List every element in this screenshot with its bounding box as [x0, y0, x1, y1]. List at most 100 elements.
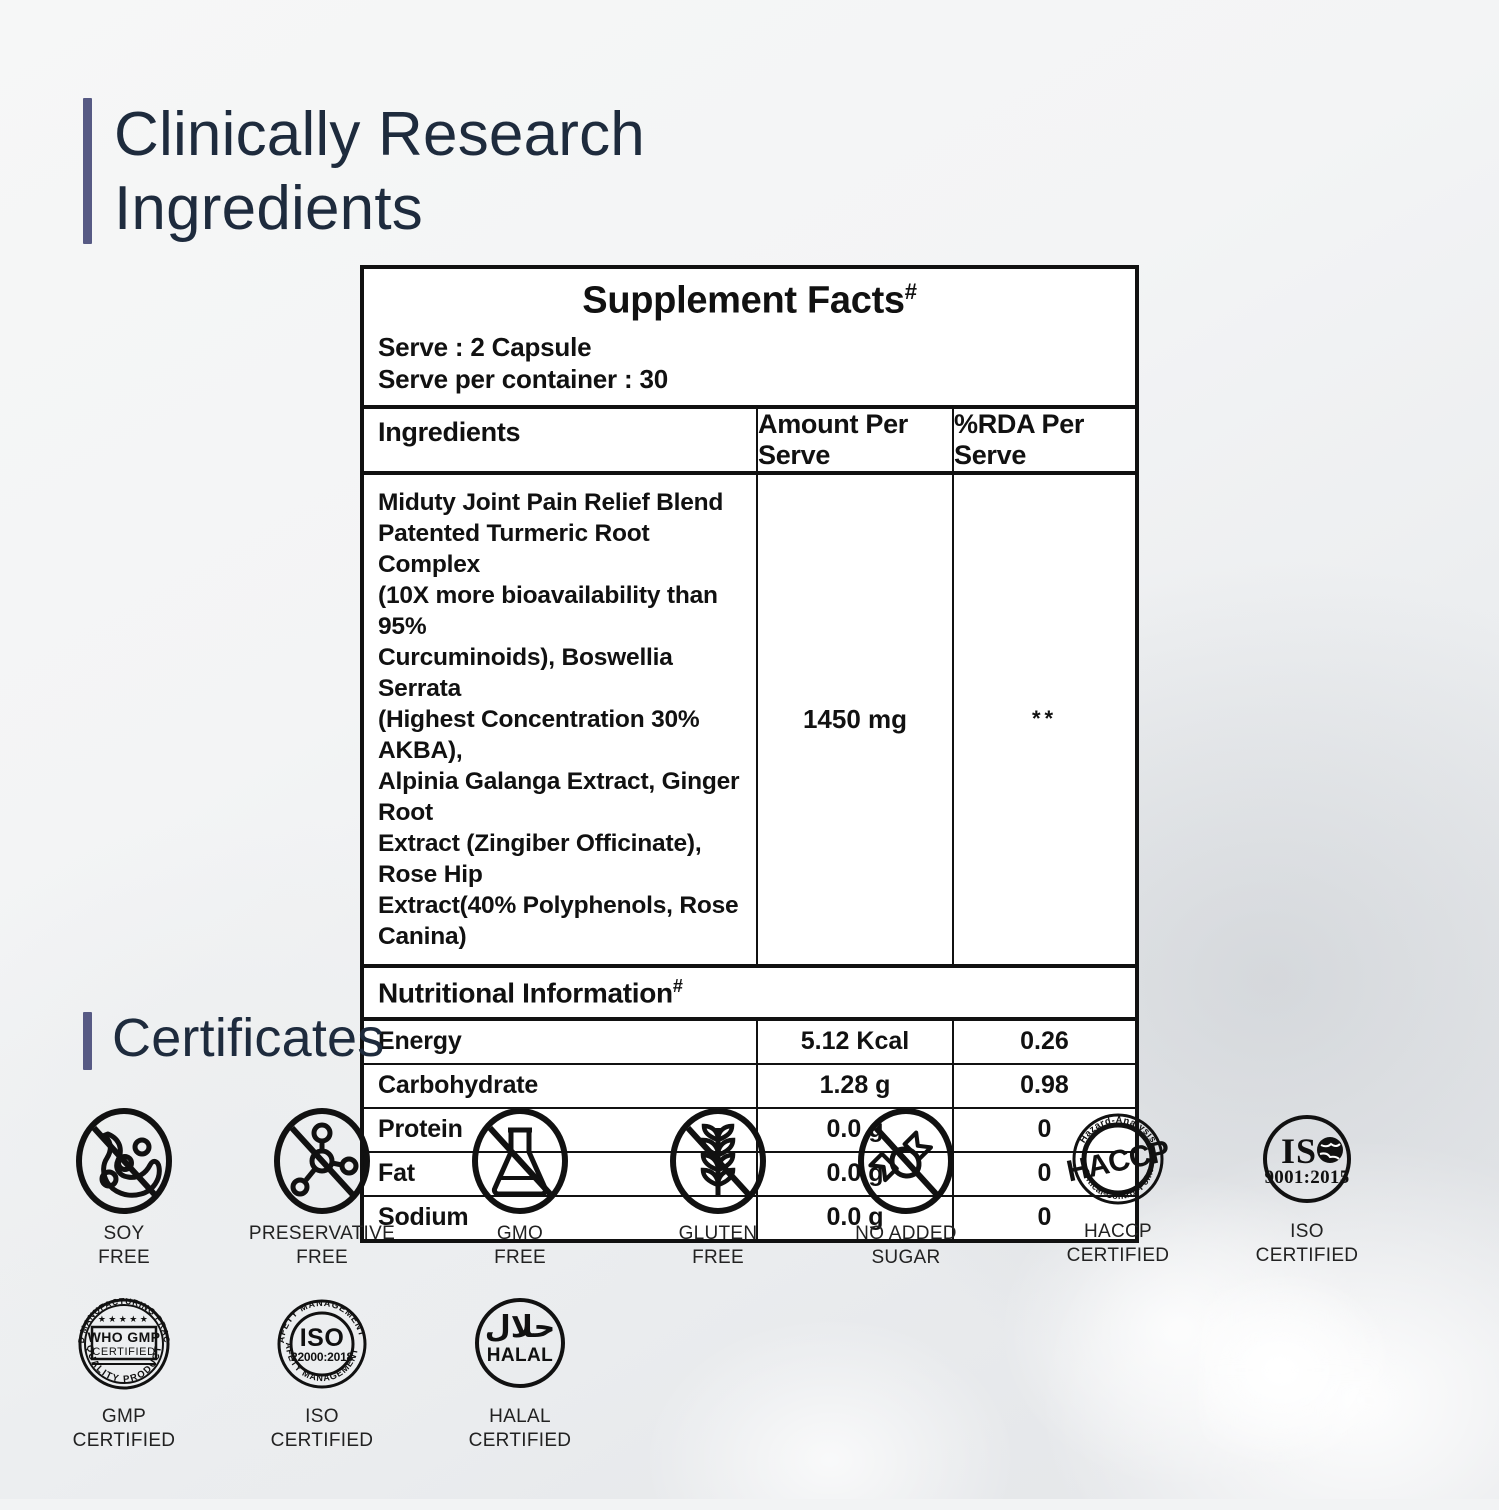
- divider-above-column-headers: [364, 404, 1135, 409]
- svg-text:CERTIFIED: CERTIFIED: [92, 1346, 155, 1358]
- certificate-iso-22000: FOOD SAFETY MANAGEMENT SYSTEM FOOD SAFET…: [237, 1289, 407, 1453]
- certificates-title-text: Certificates: [112, 1008, 385, 1068]
- serve-size: Serve : 2 Capsule: [378, 331, 592, 362]
- title-footnote-marker: #: [904, 279, 917, 304]
- certificate-caption: HALAL CERTIFIED: [468, 1406, 572, 1451]
- blend-ingredient-cell: Miduty Joint Pain Relief Blend Patented …: [364, 475, 756, 964]
- blend-rda-cell: **: [952, 474, 1135, 964]
- nutrient-rda: 0.98: [952, 1064, 1135, 1107]
- svg-text:ISO: ISO: [300, 1324, 345, 1352]
- halal-seal-icon: حلال HALAL: [435, 1289, 605, 1397]
- title-line-1: Clinically Research: [114, 100, 645, 169]
- table-row: Carbohydrate 1.28 g 0.98: [364, 1064, 1135, 1107]
- nutrient-rda: 0: [952, 1152, 1135, 1195]
- column-header-ingredients: Ingredients: [378, 417, 521, 448]
- blend-line: (10X more bioavailability than 95%: [378, 581, 718, 640]
- nutrient-name: Energy: [378, 1027, 462, 1056]
- blend-line: Extract (Zingiber Officinate), Rose Hip: [378, 829, 702, 888]
- nutrient-name: Sodium: [378, 1203, 469, 1232]
- haccp-seal-icon: Hazard-Analysis Critical-Control-Point H…: [1033, 1101, 1203, 1216]
- certificate-iso-9001: IS 9001:2015 ISO CERTIFIED: [1222, 1101, 1392, 1268]
- supplement-facts-title: Supplement Facts#: [364, 269, 1135, 329]
- blend-line: (Highest Concentration 30% AKBA),: [378, 705, 700, 764]
- no-preservative-icon: [237, 1103, 407, 1218]
- certificate-gmp: GOOD MANUFACTURING PRACTICE QUALITY PROD…: [39, 1289, 209, 1453]
- no-soy-icon: [39, 1103, 209, 1218]
- divider-below-nutritional-header: [364, 1016, 1135, 1021]
- blend-amount-value: 1450 mg: [802, 703, 908, 734]
- certificate-gmo-free: GMO FREE: [435, 1103, 605, 1270]
- svg-text:HALAL: HALAL: [487, 1345, 553, 1366]
- blend-line: Patented Turmeric Root Complex: [378, 519, 650, 578]
- certificate-soy-free: SOY FREE: [39, 1103, 209, 1270]
- certificates-accent-bar: [83, 1012, 92, 1070]
- svg-text:★★★★★: ★★★★★: [98, 1314, 150, 1324]
- blend-amount-cell: 1450 mg: [756, 474, 952, 964]
- supplement-facts-title-text: Supplement Facts: [582, 279, 905, 322]
- column-header-amount: Amount Per Serve: [756, 408, 952, 471]
- svg-text:IS: IS: [1281, 1131, 1317, 1171]
- certificate-caption: GMP CERTIFIED: [72, 1406, 176, 1451]
- nutrient-name: Fat: [378, 1159, 415, 1188]
- nutrient-amount: 5.12 Kcal: [756, 1020, 952, 1063]
- no-gluten-icon: [633, 1103, 803, 1218]
- nutrient-amount: 1.28 g: [756, 1064, 952, 1107]
- certificate-preservative-free: PRESERVATIVE FREE: [237, 1103, 407, 1270]
- certificates-title: Certificates: [83, 1009, 384, 1070]
- blend-rda-value: **: [1031, 706, 1058, 732]
- nutrient-name: Protein: [378, 1115, 463, 1144]
- certificate-caption: GMO FREE: [494, 1223, 546, 1268]
- divider-below-column-headers: [364, 470, 1135, 475]
- certificate-caption: PRESERVATIVE FREE: [248, 1223, 396, 1268]
- column-header-rda: %RDA Per Serve: [952, 408, 1135, 471]
- certificate-caption: NO ADDED SUGAR: [855, 1223, 957, 1268]
- title-accent-bar: [83, 98, 92, 244]
- table-row: Fat 0.0 g 0: [364, 1152, 1135, 1195]
- blend-line: Extract(40% Polyphenols, Rose Canina): [378, 891, 739, 950]
- row-divider: [364, 1062, 1135, 1065]
- no-added-sugar-icon: [821, 1103, 991, 1218]
- certificate-caption: ISO CERTIFIED: [270, 1406, 374, 1451]
- blend-row: Miduty Joint Pain Relief Blend Patented …: [364, 474, 1135, 964]
- row-divider: [364, 1150, 1135, 1153]
- svg-text:حلال: حلال: [485, 1310, 555, 1345]
- certificate-caption: SOY FREE: [98, 1223, 150, 1268]
- page-title: Clinically Research Ingredients: [83, 98, 645, 246]
- certificate-gluten-free: GLUTEN FREE: [633, 1103, 803, 1270]
- who-gmp-seal-icon: GOOD MANUFACTURING PRACTICE QUALITY PROD…: [39, 1289, 209, 1397]
- row-divider: [364, 1106, 1135, 1109]
- certificate-no-added-sugar: NO ADDED SUGAR: [821, 1103, 991, 1270]
- blend-line: Miduty Joint Pain Relief Blend: [378, 488, 724, 516]
- certificate-caption: GLUTEN FREE: [678, 1223, 758, 1268]
- nutrient-rda: 0: [952, 1196, 1135, 1239]
- certificate-haccp: Hazard-Analysis Critical-Control-Point H…: [1033, 1101, 1203, 1268]
- blend-line: Curcuminoids), Boswellia Serrata: [378, 643, 673, 702]
- divider-above-nutritional-information: [364, 963, 1135, 968]
- table-row: Energy 5.12 Kcal 0.26: [364, 1020, 1135, 1063]
- certificate-halal: حلال HALAL HALAL CERTIFIED: [435, 1289, 605, 1453]
- table-row: Sodium 0.0 g 0: [364, 1196, 1135, 1239]
- iso-9001-seal-icon: IS 9001:2015: [1222, 1101, 1392, 1216]
- title-line-2: Ingredients: [114, 174, 423, 243]
- certificate-caption: HACCP CERTIFIED: [1066, 1221, 1170, 1266]
- svg-text:22000:2018: 22000:2018: [291, 1350, 354, 1364]
- supplement-facts-table: Supplement Facts# Serve : 2 Capsule Serv…: [360, 265, 1139, 1243]
- blend-ingredient-text: Miduty Joint Pain Relief Blend Patented …: [378, 487, 746, 952]
- svg-text:9001:2015: 9001:2015: [1264, 1167, 1349, 1188]
- nutritional-information-header: Nutritional Information#: [364, 968, 1135, 1017]
- iso-22000-seal-icon: FOOD SAFETY MANAGEMENT SYSTEM FOOD SAFET…: [237, 1289, 407, 1397]
- svg-text:WHO GMP: WHO GMP: [88, 1329, 161, 1345]
- nutritional-footnote-marker: #: [672, 975, 683, 996]
- serving-info: Serve : 2 Capsule Serve per container : …: [364, 329, 1135, 405]
- nutrient-rda: 0.26: [952, 1020, 1135, 1063]
- column-header-row: Ingredients Amount Per Serve %RDA Per Se…: [364, 408, 1135, 471]
- serve-per-container: Serve per container : 30: [378, 363, 668, 394]
- blend-line: Alpinia Galanga Extract, Ginger Root: [378, 767, 740, 826]
- nutrient-name: Carbohydrate: [378, 1071, 539, 1100]
- table-row: Protein 0.0 g 0: [364, 1108, 1135, 1151]
- certificate-caption: ISO CERTIFIED: [1255, 1221, 1359, 1266]
- no-gmo-icon: [435, 1103, 605, 1218]
- nutrient-rda: 0: [952, 1108, 1135, 1151]
- nutrient-amount: 0.0 g: [756, 1196, 952, 1239]
- nutritional-information-text: Nutritional Information: [378, 976, 673, 1008]
